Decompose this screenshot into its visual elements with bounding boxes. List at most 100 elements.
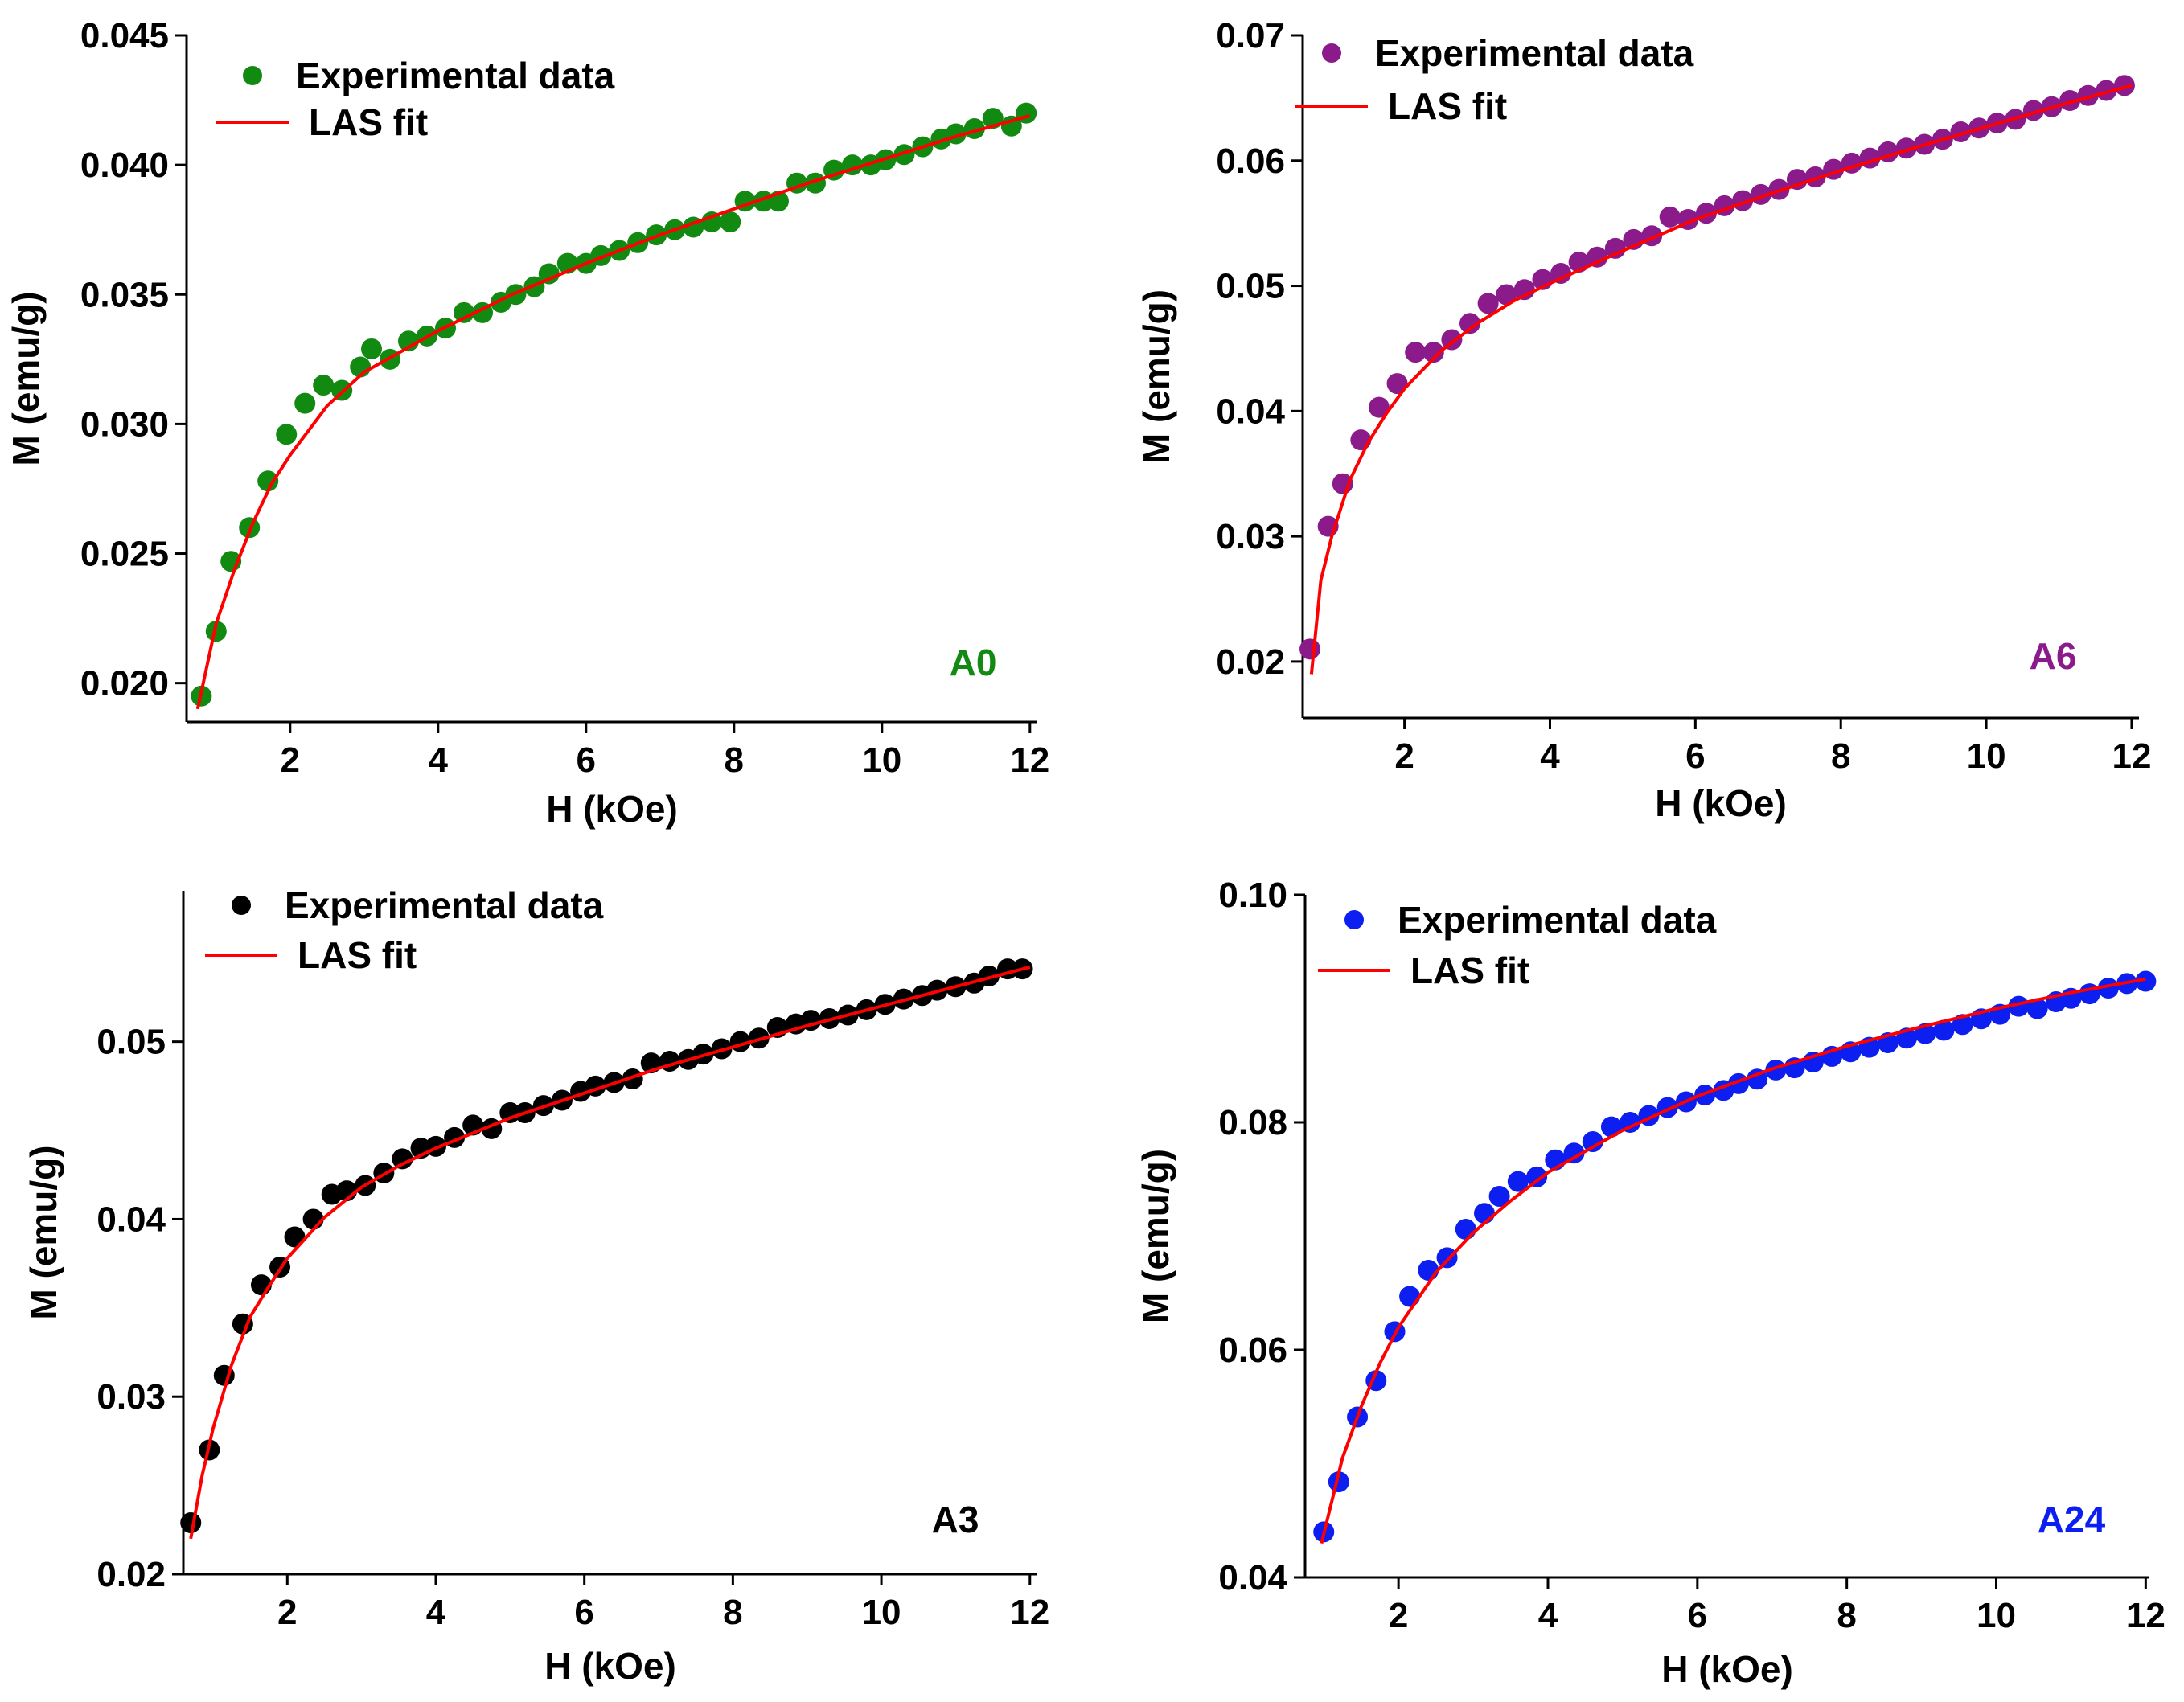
chart-a6: 0.02 0.03 0.04 0.05 0.06 0.07 2 4 6 8 10 12 H (kOe) M… bbox=[1135, 16, 2151, 824]
chart-a3-x-tick-label: 4 bbox=[426, 1593, 446, 1632]
chart-a24-data-point bbox=[1563, 1142, 1585, 1164]
chart-a6-data-point bbox=[1496, 284, 1517, 306]
chart-a0: 0.020 0.025 0.030 0.035 0.040 0.045 2 4 6 8 10 12 H … bbox=[5, 16, 1049, 830]
chart-a24-data-point bbox=[1436, 1247, 1458, 1269]
chart-a24-y-axis-title: M (emu/g) bbox=[1135, 1149, 1176, 1323]
chart-a3-y-tick-label: 0.04 bbox=[96, 1200, 166, 1239]
panel-a0: 0.020 0.025 0.030 0.035 0.040 0.045 2 4 6 8 10 12 H … bbox=[0, 0, 1092, 851]
chart-a0-sample-label: A0 bbox=[950, 642, 997, 683]
chart-a0-data-point bbox=[313, 375, 335, 396]
chart-a6-data-point bbox=[1422, 342, 1444, 363]
chart-a6-legend-marker bbox=[1322, 43, 1341, 63]
chart-a24-x-tick-label: 10 bbox=[1977, 1596, 2016, 1635]
chart-a24-data-point bbox=[2026, 998, 2048, 1019]
chart-a6-fit-line bbox=[1309, 84, 2133, 675]
chart-a6-data-point bbox=[1587, 246, 1608, 268]
chart-a3-sample-label: A3 bbox=[932, 1499, 979, 1540]
chart-a3-y-axis-title: M (emu/g) bbox=[23, 1145, 64, 1319]
chart-a6-y-axis-title: M (emu/g) bbox=[1135, 289, 1177, 464]
chart-a6-data-point bbox=[1604, 237, 1626, 259]
chart-a0-fit-line bbox=[195, 113, 1031, 710]
chart-a3-data-point bbox=[302, 1208, 324, 1230]
chart-a6-data-point bbox=[1459, 313, 1480, 334]
chart-a24: 0.04 0.06 0.08 0.10 2 4 6 8 10 12 H (kOe) M (emu/g)… bbox=[1135, 876, 2166, 1690]
chart-a0-x-tick-label: 2 bbox=[281, 740, 300, 780]
chart-a6-data-point bbox=[2113, 75, 2135, 96]
chart-a6-sample-label: A6 bbox=[2030, 635, 2077, 677]
chart-a0-data-point bbox=[398, 330, 419, 352]
chart-a24-x-axis-title: H (kOe) bbox=[1661, 1648, 1793, 1690]
panel-a3: 0.02 0.03 0.04 0.05 2 4 6 8 10 12 H (kOe) M (emu/g)… bbox=[0, 851, 1092, 1701]
chart-a3-y-tick-label: 0.02 bbox=[96, 1555, 166, 1594]
chart-a24-fit-line bbox=[1320, 977, 2146, 1544]
chart-a6-data-point bbox=[2059, 90, 2081, 112]
chart-a0-data-point bbox=[701, 211, 723, 233]
chart-a6-data-point bbox=[1368, 396, 1390, 418]
chart-a6-x-tick-label: 6 bbox=[1685, 736, 1705, 776]
chart-a3-x-tick-label: 8 bbox=[723, 1593, 742, 1632]
chart-a6-y-tick-label: 0.05 bbox=[1216, 267, 1285, 306]
chart-a6-y-tick-label: 0.04 bbox=[1216, 392, 1285, 431]
chart-a24-data-point bbox=[1933, 1019, 1955, 1041]
chart-a6-y-tick-label: 0.02 bbox=[1216, 642, 1285, 682]
chart-a0-x-tick-label: 4 bbox=[429, 740, 449, 780]
chart-a6-x-tick-label: 8 bbox=[1831, 736, 1850, 776]
chart-a0-y-tick-label: 0.030 bbox=[80, 404, 169, 444]
chart-a0-y-tick-label: 0.040 bbox=[80, 146, 169, 185]
chart-a0-data-point bbox=[538, 263, 560, 285]
chart-a3-legend-fit-label: LAS fit bbox=[298, 934, 417, 976]
chart-a0-x-axis-title: H (kOe) bbox=[546, 788, 678, 830]
chart-a3-x-axis-title: H (kOe) bbox=[544, 1645, 676, 1687]
chart-a6-data-point bbox=[2096, 80, 2117, 101]
chart-a24-sample-label: A24 bbox=[2038, 1499, 2106, 1540]
chart-a24-data-point bbox=[1474, 1203, 1496, 1224]
chart-a24-x-tick-label: 12 bbox=[2126, 1596, 2166, 1635]
chart-a24-x-tick-label: 2 bbox=[1389, 1596, 1408, 1635]
chart-a24-data-point bbox=[1399, 1286, 1421, 1307]
chart-a3-legend-marker bbox=[232, 896, 251, 915]
chart-a0-x-tick-label: 6 bbox=[577, 740, 596, 780]
chart-a6-x-tick-label: 10 bbox=[1967, 736, 2006, 776]
chart-a3: 0.02 0.03 0.04 0.05 2 4 6 8 10 12 H (kOe) M (emu/g)… bbox=[23, 884, 1049, 1687]
chart-a6-x-tick-label: 12 bbox=[2112, 736, 2151, 776]
chart-a3-legend-data-label: Experimental data bbox=[285, 884, 604, 926]
chart-a24-x-tick-label: 6 bbox=[1688, 1596, 1707, 1635]
chart-a0-y-tick-label: 0.020 bbox=[80, 664, 169, 703]
chart-a24-data-point bbox=[1488, 1185, 1510, 1207]
chart-a0-data-point bbox=[257, 470, 279, 492]
chart-a0-legend-fit-label: LAS fit bbox=[309, 101, 428, 143]
chart-a3-x-tick-label: 10 bbox=[862, 1593, 901, 1632]
chart-a6-y-tick-label: 0.07 bbox=[1216, 16, 1285, 55]
chart-a0-data-point bbox=[276, 424, 298, 445]
chart-a24-data-point bbox=[2135, 970, 2157, 992]
chart-a6-legend-fit-label: LAS fit bbox=[1388, 85, 1507, 127]
chart-a24-y-tick-label: 0.08 bbox=[1218, 1103, 1287, 1142]
chart-a3-x-tick-label: 2 bbox=[277, 1593, 297, 1632]
chart-a3-x-tick-label: 12 bbox=[1010, 1593, 1049, 1632]
chart-a6-data-point bbox=[1405, 342, 1427, 363]
chart-a3-y-tick-label: 0.03 bbox=[96, 1377, 166, 1417]
chart-a0-x-tick-label: 10 bbox=[862, 740, 901, 780]
chart-a0-x-tick-label: 8 bbox=[725, 740, 744, 780]
chart-a24-x-tick-label: 8 bbox=[1837, 1596, 1856, 1635]
chart-a6-data-point bbox=[1477, 293, 1499, 314]
panel-a6: 0.02 0.03 0.04 0.05 0.06 0.07 2 4 6 8 10 12 H (kOe) M… bbox=[1092, 0, 2184, 851]
chart-a3-y-tick-label: 0.05 bbox=[96, 1023, 166, 1062]
chart-a3-data-point bbox=[978, 965, 1000, 986]
chart-a3-x-tick-label: 6 bbox=[574, 1593, 593, 1632]
chart-a6-x-tick-label: 2 bbox=[1394, 736, 1414, 776]
chart-a6-data-point bbox=[2077, 84, 2099, 106]
chart-a0-data-point bbox=[294, 392, 316, 414]
chart-a24-y-tick-label: 0.06 bbox=[1218, 1331, 1287, 1370]
chart-a3-fit-line bbox=[189, 965, 1031, 1540]
chart-a6-data-point bbox=[1659, 206, 1681, 228]
chart-a24-data-point bbox=[1526, 1166, 1548, 1187]
chart-a24-data-point bbox=[2097, 978, 2119, 999]
chart-a24-legend-fit-label: LAS fit bbox=[1410, 949, 1529, 991]
chart-a24-legend-marker bbox=[1344, 910, 1364, 929]
chart-a0-y-axis-title: M (emu/g) bbox=[5, 291, 47, 465]
chart-a24-x-tick-label: 4 bbox=[1538, 1596, 1558, 1635]
chart-a6-legend-data-label: Experimental data bbox=[1375, 32, 1694, 74]
chart-a24-data-point bbox=[1507, 1171, 1529, 1192]
chart-a24-data-point bbox=[1582, 1131, 1603, 1153]
